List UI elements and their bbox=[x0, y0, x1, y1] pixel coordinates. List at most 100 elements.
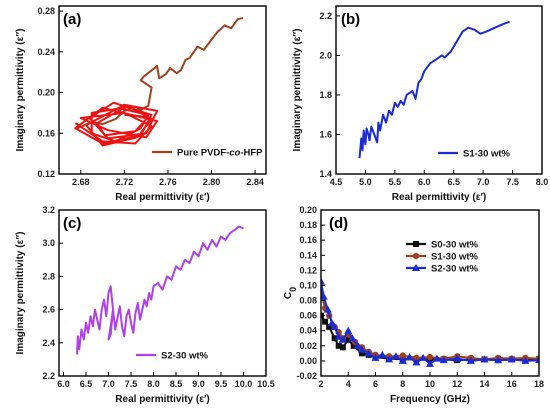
y-tick-label: 0.12 bbox=[299, 265, 317, 275]
y-axis-label: Imaginary permittivity (ε″) bbox=[15, 232, 26, 355]
data-point bbox=[521, 356, 530, 364]
y-tick-label: -0.02 bbox=[296, 371, 317, 381]
plot-frame bbox=[320, 209, 540, 377]
y-tick-label: 2.2 bbox=[42, 371, 55, 381]
panel-a: 2.68 2.72 2.76 2.80 2.84 0.12 0.16 0.20 0.24 0.28… bbox=[15, 5, 267, 203]
x-tick-label: 2.76 bbox=[159, 177, 177, 187]
plot-frame bbox=[58, 209, 267, 377]
y-tick-label: 0.16 bbox=[299, 235, 317, 245]
panel-label: (a) bbox=[63, 11, 81, 28]
data-point bbox=[507, 355, 516, 363]
legend: S0-30 wt%S1-30 wt%S2-30 wt% bbox=[406, 240, 479, 275]
legend-marker bbox=[412, 264, 420, 271]
y-tick-label: 0.12 bbox=[37, 169, 55, 179]
y-tick-label: 2.4 bbox=[42, 338, 55, 348]
data-point bbox=[385, 355, 394, 363]
y-tick-label: 0.04 bbox=[299, 326, 317, 336]
x-tick-label: 5.0 bbox=[359, 177, 372, 187]
y-tick-label: 0.02 bbox=[299, 341, 317, 351]
series-line-3 bbox=[321, 281, 539, 365]
legend-label: S0-30 wt% bbox=[431, 240, 479, 251]
x-tick-label: 2.84 bbox=[246, 177, 264, 187]
x-tick-label: 12 bbox=[452, 379, 462, 389]
legend-label: Pure PVDF-co-HFP bbox=[177, 148, 263, 159]
legend: Pure PVDF-co-HFP bbox=[152, 148, 263, 159]
series-line-2 bbox=[74, 101, 159, 147]
data-point bbox=[398, 356, 407, 364]
x-tick-label: 16 bbox=[507, 379, 517, 389]
data-point bbox=[399, 352, 406, 359]
y-tick-label: 0.24 bbox=[37, 47, 55, 57]
y-tick-label: 1.6 bbox=[319, 129, 332, 139]
legend-label: S2-30 wt% bbox=[161, 351, 209, 362]
series-group bbox=[76, 225, 244, 355]
x-axis-label: Real permittivity (ε′) bbox=[115, 394, 209, 405]
data-point bbox=[357, 345, 366, 353]
legend-label: S2-30 wt% bbox=[431, 264, 479, 275]
y-tick-label: 2.8 bbox=[42, 271, 55, 281]
legend-label-part: co bbox=[229, 148, 240, 159]
panel-label: (b) bbox=[341, 11, 360, 28]
y-tick-label: 3.0 bbox=[42, 238, 55, 248]
plot-frame bbox=[335, 5, 543, 175]
data-point bbox=[426, 353, 434, 361]
x-tick-label: 6.0 bbox=[418, 177, 431, 187]
x-tick-label: 10 bbox=[425, 379, 435, 389]
y-axis-label: Imaginary permittivity (ε″) bbox=[292, 29, 303, 152]
data-point bbox=[405, 353, 414, 361]
x-axis-label: Frequency (GHz) bbox=[390, 394, 470, 405]
x-tick-label: 6.0 bbox=[57, 379, 70, 389]
data-point bbox=[412, 358, 421, 366]
y-axis-label-main: C bbox=[283, 292, 294, 299]
y-tick-label: 0.28 bbox=[37, 6, 55, 16]
data-point bbox=[371, 353, 380, 361]
x-tick-label: 6.5 bbox=[447, 177, 460, 187]
panel-label: (c) bbox=[63, 215, 81, 232]
data-point bbox=[326, 323, 333, 330]
data-point bbox=[334, 332, 343, 340]
series-group bbox=[358, 20, 510, 159]
data-point bbox=[358, 350, 365, 357]
data-point bbox=[353, 341, 362, 349]
data-point bbox=[348, 334, 357, 342]
x-tick-label: 9.0 bbox=[192, 379, 205, 389]
series-group bbox=[321, 277, 539, 367]
legend: S1-30 wt% bbox=[438, 149, 511, 160]
y-tick-label: 1.4 bbox=[319, 169, 332, 179]
x-tick-label: 2.80 bbox=[203, 177, 221, 187]
y-tick-label: 2.2 bbox=[319, 11, 332, 21]
data-point bbox=[321, 277, 325, 285]
x-tick-label: 7.5 bbox=[125, 379, 138, 389]
y-tick-label: 0.10 bbox=[299, 280, 317, 290]
y-tick-label: 0.08 bbox=[299, 296, 317, 306]
y-axis-label: Imaginary permittivity (ε″) bbox=[15, 29, 26, 152]
panel-c: 6.0 6.5 7.0 7.5 8.0 8.5 9.0 9.5 10.0 10.5 2.2 2.4 2.… bbox=[15, 205, 275, 405]
data-point bbox=[322, 318, 329, 325]
x-tick-label: 4 bbox=[346, 379, 351, 389]
data-point bbox=[535, 356, 539, 364]
data-point bbox=[323, 305, 332, 313]
x-tick-label: 6.5 bbox=[80, 379, 93, 389]
x-tick-label: 7.0 bbox=[102, 379, 115, 389]
x-tick-label: 4.5 bbox=[330, 177, 343, 187]
y-tick-label: 2.6 bbox=[42, 305, 55, 315]
legend: S2-30 wt% bbox=[136, 351, 209, 362]
x-tick-label: 7.5 bbox=[506, 177, 519, 187]
data-point bbox=[494, 356, 503, 364]
legend-label: S1-30 wt% bbox=[463, 149, 511, 160]
x-tick-label: 8 bbox=[400, 379, 405, 389]
data-point bbox=[330, 322, 339, 330]
data-point bbox=[413, 354, 420, 362]
x-tick-label: 10.5 bbox=[257, 379, 275, 389]
x-tick-label: 2 bbox=[318, 379, 323, 389]
x-axis-label: Real permittivity (ε′) bbox=[392, 192, 486, 203]
data-point bbox=[391, 352, 400, 360]
data-point bbox=[432, 354, 441, 362]
y-tick-label: 0.00 bbox=[299, 356, 317, 366]
panel-label: (d) bbox=[329, 215, 348, 232]
y-axis-label: C0 bbox=[283, 287, 298, 299]
plot-frame bbox=[58, 5, 267, 175]
y-axis-label-sub: 0 bbox=[288, 287, 298, 292]
legend-label: S1-30 wt% bbox=[431, 252, 479, 263]
